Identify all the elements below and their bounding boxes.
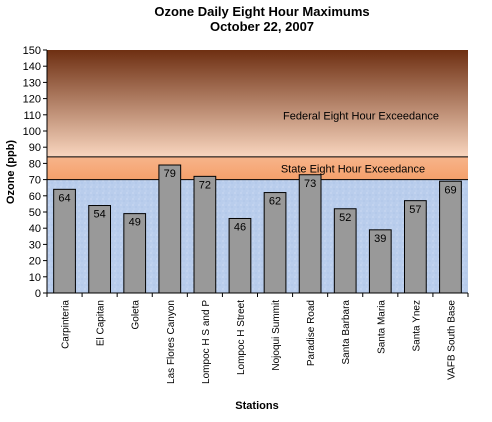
x-tick-label: Santa Barbara [341, 300, 352, 365]
x-tick-label: Santa Ynez [411, 300, 422, 352]
x-tick-label: Santa Maria [376, 300, 387, 354]
y-tick-label: 60 [29, 191, 41, 203]
threshold-bands: Federal Eight Hour Exceedance State Eight… [47, 50, 468, 293]
chart-title: Ozone Daily Eight Hour Maximums [154, 4, 369, 19]
y-tick-label: 0 [35, 288, 41, 300]
data-label: 64 [58, 192, 70, 204]
state-exceedance-band [47, 156, 468, 180]
y-tick-label: 30 [29, 239, 41, 251]
x-tick-label: Goleta [131, 300, 142, 330]
data-label: 52 [339, 212, 351, 224]
y-tick-label: 20 [29, 256, 41, 268]
below-threshold-band [47, 179, 468, 293]
x-axis-title: Stations [235, 400, 278, 412]
x-tick-label: Nojoqui Summit [271, 300, 282, 371]
bars: 64 54 49 79 72 46 62 73 52 39 57 69 [53, 164, 462, 294]
federal-exceedance-band [47, 50, 468, 157]
y-tick-label: 10 [29, 272, 41, 284]
y-tick-label: 80 [29, 158, 41, 170]
y-tick-label: 120 [23, 94, 41, 106]
data-label: 49 [129, 217, 141, 229]
federal-threshold-label: Federal Eight Hour Exceedance [283, 111, 439, 123]
x-tick-label: Carpinteria [61, 300, 72, 349]
data-label: 72 [199, 179, 211, 191]
state-threshold-label: State Eight Hour Exceedance [281, 163, 425, 175]
data-label: 69 [444, 184, 456, 196]
y-tick-label: 40 [29, 223, 41, 235]
y-tick-label: 70 [29, 175, 41, 187]
y-tick-label: 50 [29, 207, 41, 219]
y-axis-title: Ozone (ppb) [5, 140, 17, 204]
x-tick-label: Paradise Road [306, 300, 317, 366]
bar [53, 188, 76, 294]
x-tick-label: Lompoc H S and P [201, 300, 212, 384]
bar [158, 164, 182, 294]
data-label: 54 [94, 209, 106, 221]
y-tick-label: 100 [23, 126, 41, 138]
y-tick-label: 90 [29, 142, 41, 154]
x-tick-label: VAFB South Base [446, 300, 457, 380]
data-label: 79 [164, 168, 176, 180]
y-tick-label: 130 [23, 77, 41, 89]
x-axis: Carpinteria El Capitan Goleta Las Flores Ca… [46, 292, 469, 384]
bar [298, 174, 322, 294]
x-tick-label: Lompoc H Street [236, 300, 247, 375]
x-tick-label: Las Flores Canyon [166, 300, 177, 384]
x-tick-label: El Capitan [96, 300, 107, 346]
data-label: 62 [269, 196, 281, 208]
data-label: 46 [234, 222, 246, 234]
data-label: 39 [374, 233, 386, 245]
bar [193, 175, 217, 294]
y-tick-label: 140 [23, 61, 41, 73]
data-label: 57 [409, 204, 421, 216]
data-label: 73 [304, 178, 316, 190]
y-tick-label: 110 [23, 110, 41, 122]
y-tick-label: 150 [23, 45, 41, 57]
chart-subtitle: October 22, 2007 [210, 19, 314, 34]
y-axis: 0 10 20 30 40 50 60 70 80 90 100 110 120 130 140 150 [23, 45, 48, 300]
bar [439, 180, 462, 294]
